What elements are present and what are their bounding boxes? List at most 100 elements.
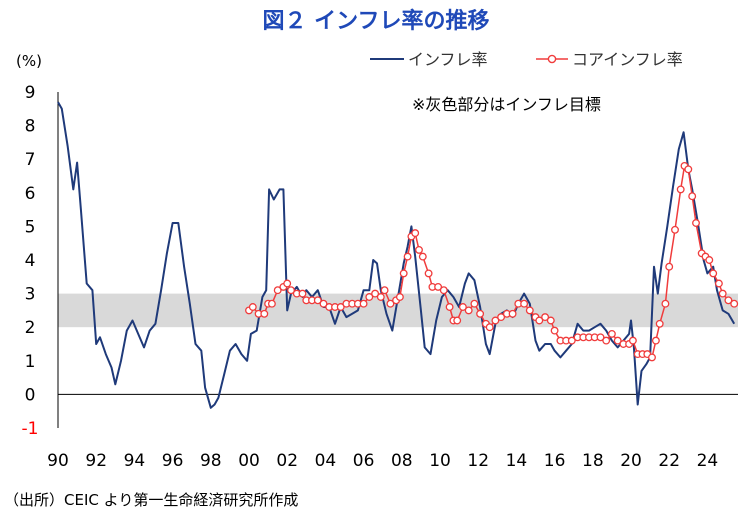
x-tick-label: 18 xyxy=(582,451,604,471)
x-tick-label: 92 xyxy=(85,451,107,471)
y-tick-label: 9 xyxy=(25,83,36,103)
data-point-core-inflation xyxy=(535,316,544,325)
data-point-core-inflation xyxy=(661,299,670,308)
data-point-core-inflation xyxy=(458,303,467,311)
data-point-core-inflation xyxy=(260,309,269,318)
x-tick-label: 16 xyxy=(544,451,566,471)
x-tick-label: 10 xyxy=(429,451,451,471)
data-point-core-inflation xyxy=(613,336,622,345)
x-tick-label: 14 xyxy=(506,451,528,471)
data-point-core-inflation xyxy=(267,299,276,308)
y-tick-label: 6 xyxy=(25,184,36,204)
data-point-core-inflation xyxy=(714,279,723,288)
x-tick-label: 24 xyxy=(697,451,719,471)
data-point-core-inflation xyxy=(705,256,714,264)
data-point-core-inflation xyxy=(470,299,479,308)
data-point-core-inflation xyxy=(485,323,494,332)
data-point-core-inflation xyxy=(336,303,345,311)
data-point-core-inflation xyxy=(476,309,485,318)
x-tick-label: 90 xyxy=(47,451,69,471)
data-point-core-inflation xyxy=(248,303,257,311)
data-point-core-inflation xyxy=(313,296,322,305)
data-point-core-inflation xyxy=(319,299,328,308)
y-axis-unit-label: (%) xyxy=(16,52,42,70)
x-tick-label: 98 xyxy=(200,451,222,471)
data-point-core-inflation xyxy=(386,299,395,308)
data-point-core-inflation xyxy=(359,299,368,308)
data-point-core-inflation xyxy=(628,336,637,345)
data-point-core-inflation xyxy=(415,245,423,254)
data-point-core-inflation xyxy=(434,282,443,291)
data-point-core-inflation xyxy=(411,229,420,238)
x-tick-label: 08 xyxy=(391,451,413,471)
data-point-core-inflation xyxy=(692,219,700,227)
y-tick-label: 8 xyxy=(25,117,36,137)
data-point-core-inflation xyxy=(273,286,282,295)
source-note: （出所）CEIC より第一生命経済研究所作成 xyxy=(4,491,298,509)
legend-label-inflation: インフレ率 xyxy=(408,50,488,69)
data-point-core-inflation xyxy=(602,336,611,345)
data-point-core-inflation xyxy=(464,306,473,315)
data-point-core-inflation xyxy=(418,252,427,261)
data-point-core-inflation xyxy=(684,165,693,174)
series-line-inflation xyxy=(57,101,736,409)
data-point-core-inflation xyxy=(655,319,664,328)
data-point-core-inflation xyxy=(365,293,374,301)
legend-marker-core-inflation xyxy=(547,54,557,64)
data-point-core-inflation xyxy=(665,262,674,271)
data-point-core-inflation xyxy=(508,309,517,318)
data-point-core-inflation xyxy=(491,316,500,325)
x-tick-label: 02 xyxy=(276,451,298,471)
y-tick-label: 2 xyxy=(25,318,36,338)
x-tick-label: 96 xyxy=(162,451,184,471)
data-point-core-inflation xyxy=(371,289,380,298)
data-point-core-inflation xyxy=(648,353,656,362)
data-point-core-inflation xyxy=(724,296,733,305)
x-tick-label: 06 xyxy=(353,451,375,471)
y-tick-label: -1 xyxy=(22,419,39,439)
y-tick-label: 5 xyxy=(25,217,36,237)
data-point-core-inflation xyxy=(376,293,385,301)
data-point-core-inflation xyxy=(541,313,550,322)
data-point-core-inflation xyxy=(718,289,727,298)
data-point-core-inflation xyxy=(671,225,679,234)
x-tick-label: 22 xyxy=(658,451,680,471)
data-point-core-inflation xyxy=(709,269,718,278)
y-tick-label: 3 xyxy=(25,285,36,305)
data-point-core-inflation xyxy=(520,299,529,308)
y-tick-label: 1 xyxy=(25,352,36,372)
target-band-annotation: ※灰色部分はインフレ目標 xyxy=(412,95,601,114)
data-point-core-inflation xyxy=(567,336,576,345)
data-point-core-inflation xyxy=(596,333,605,342)
data-point-core-inflation xyxy=(525,306,534,315)
data-point-core-inflation xyxy=(439,286,448,295)
data-point-core-inflation xyxy=(676,185,685,194)
x-tick-label: 04 xyxy=(315,451,337,471)
data-point-core-inflation xyxy=(497,313,506,322)
x-tick-label: 12 xyxy=(467,451,489,471)
data-point-core-inflation xyxy=(395,293,404,301)
chart-title: 図２ インフレ率の推移 xyxy=(263,8,490,34)
y-tick-label: 0 xyxy=(25,385,36,405)
legend-label-core-inflation: コアインフレ率 xyxy=(572,50,683,69)
data-point-core-inflation xyxy=(453,316,462,325)
data-point-core-inflation xyxy=(730,299,739,308)
y-tick-label: 4 xyxy=(25,251,36,271)
data-point-core-inflation xyxy=(283,279,292,288)
data-point-core-inflation xyxy=(298,289,307,298)
data-point-core-inflation xyxy=(688,192,697,201)
data-point-core-inflation xyxy=(424,269,433,278)
y-tick-label: 7 xyxy=(25,150,36,170)
data-point-core-inflation xyxy=(607,329,616,338)
data-point-core-inflation xyxy=(651,336,660,345)
data-point-core-inflation xyxy=(380,286,389,295)
x-tick-label: 00 xyxy=(238,451,260,471)
x-tick-label: 20 xyxy=(620,451,642,471)
data-point-core-inflation xyxy=(546,316,555,325)
data-point-core-inflation xyxy=(550,326,559,335)
data-point-core-inflation xyxy=(399,269,408,278)
x-tick-label: 94 xyxy=(124,451,146,471)
legend: インフレ率 コアインフレ率 xyxy=(370,50,683,69)
